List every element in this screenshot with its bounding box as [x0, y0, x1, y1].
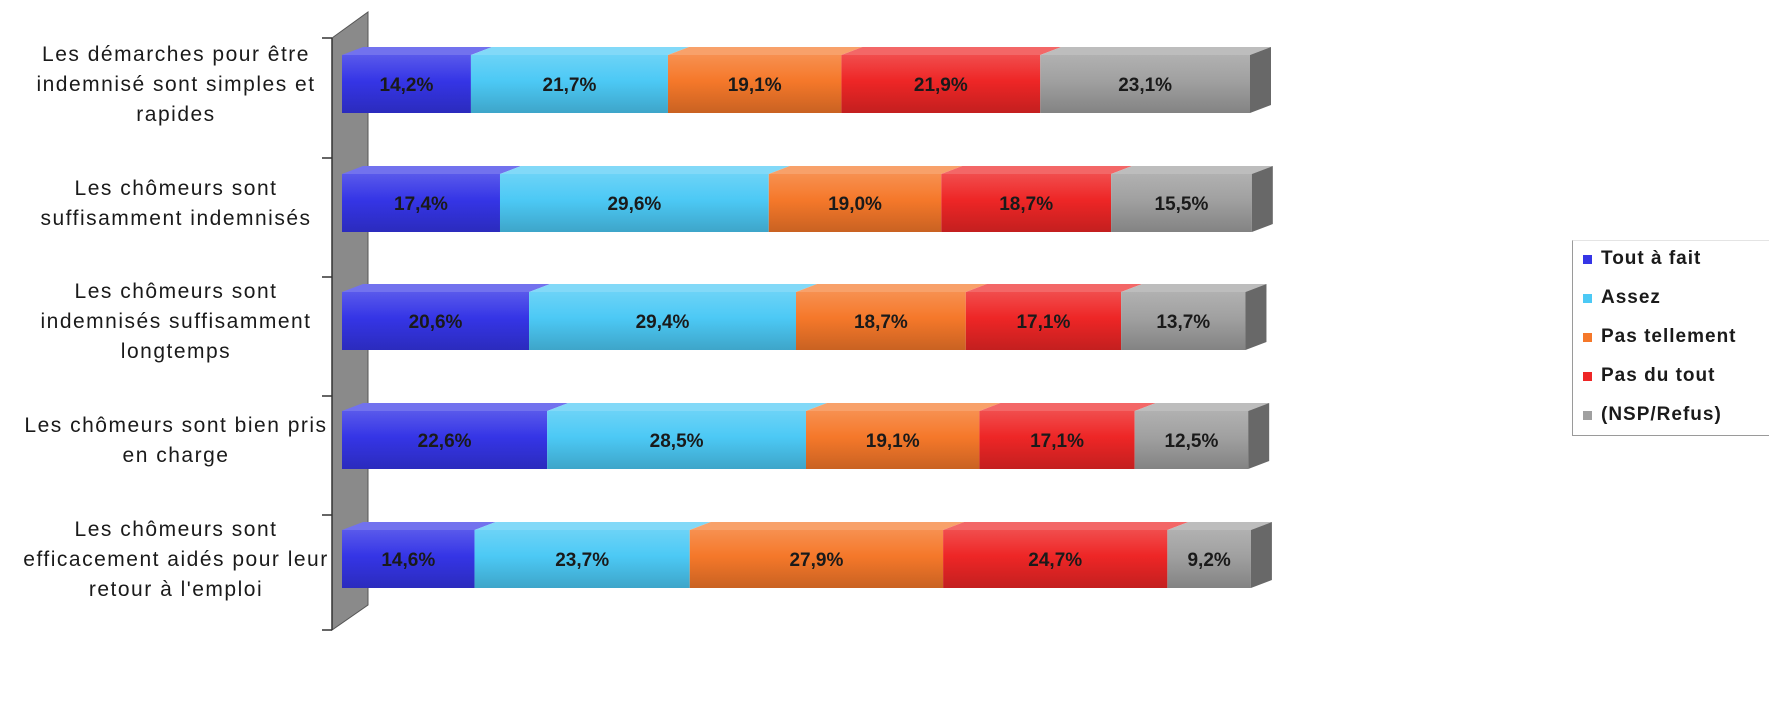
legend-label: Pas tellement [1601, 326, 1737, 347]
data-label: 27,9% [789, 550, 843, 571]
data-label: 20,6% [409, 312, 463, 333]
legend-swatch-icon [1583, 332, 1592, 342]
bar-segment-tout-a-fait: 14,6% [342, 522, 496, 588]
data-label: 23,7% [555, 550, 609, 571]
data-label: 17,1% [1016, 312, 1070, 333]
data-label: 21,9% [914, 75, 968, 96]
bar-segment-assez: 29,6% [499, 166, 790, 232]
data-label: 12,5% [1164, 431, 1218, 452]
bar-segment-nsp-refus: 15,5% [1111, 166, 1273, 232]
legend-item-nsp-refus: (NSP/Refus) [1583, 402, 1722, 428]
legend-item-tout-a-fait: Tout à fait [1583, 246, 1701, 272]
data-label: 29,6% [607, 194, 661, 215]
data-label: 19,0% [828, 194, 882, 215]
bar-segment-pas-tellement: 27,9% [689, 522, 965, 588]
legend-label: Tout à fait [1601, 248, 1702, 269]
category-label: Les démarches pour être indemnisé sont si… [36, 43, 315, 126]
data-label: 18,7% [854, 312, 908, 333]
category-label: Les chômeurs sont efficacement aidés pour… [23, 518, 328, 601]
bar-segment-tout-a-fait: 20,6% [342, 284, 551, 350]
data-label: 9,2% [1187, 550, 1230, 571]
bar-row-3: 20,6% 29,4% 18,7% 17,1% 13,7% [342, 284, 1267, 350]
bar-segment-pas-du-tout: 17,1% [965, 284, 1143, 350]
bar-segment-nsp-refus: 9,2% [1167, 522, 1272, 588]
bar-segment-nsp-refus: 13,7% [1121, 284, 1267, 350]
category-labels: Les démarches pour être indemnisé sont si… [23, 43, 328, 601]
bar-segment-tout-a-fait: 17,4% [342, 166, 521, 232]
data-label: 19,1% [728, 75, 782, 96]
data-label: 22,6% [418, 431, 472, 452]
category-label: Les chômeurs sont suffisamment indemnisés [40, 177, 311, 230]
legend-label: Pas du tout [1601, 365, 1716, 386]
data-label: 17,4% [394, 194, 448, 215]
data-label: 14,2% [380, 75, 434, 96]
data-label: 29,4% [636, 312, 690, 333]
legend-label: Assez [1601, 287, 1661, 308]
legend: Tout à fait Assez Pas tellement Pas du t… [1572, 240, 1769, 436]
bar-row-2: 17,4% 29,6% 19,0% 18,7% 15,5% [342, 166, 1273, 232]
bar-segment-pas-du-tout: 18,7% [941, 166, 1133, 232]
data-label: 28,5% [650, 431, 704, 452]
data-label: 19,1% [866, 431, 920, 452]
legend-swatch-icon [1583, 254, 1592, 264]
data-label: 13,7% [1156, 312, 1210, 333]
bars: 14,2% 21,7% 19,1% 21,9% 23,1% 17,4% 29,6% 19,0%… [342, 47, 1273, 588]
bar-segment-pas-tellement: 19,0% [768, 166, 963, 232]
bar-segment-tout-a-fait: 22,6% [342, 403, 569, 469]
data-label: 15,5% [1155, 194, 1209, 215]
bar-segment-nsp-refus: 23,1% [1040, 47, 1271, 113]
data-label: 17,1% [1030, 431, 1084, 452]
bar-segment-pas-du-tout: 17,1% [979, 403, 1156, 469]
bar-segment-nsp-refus: 12,5% [1134, 403, 1270, 469]
bar-segment-pas-tellement: 19,1% [667, 47, 863, 113]
data-label: 14,6% [381, 550, 435, 571]
bar-segment-tout-a-fait: 14,2% [342, 47, 492, 113]
bar-segment-pas-du-tout: 24,7% [943, 522, 1189, 588]
legend-item-pas-tellement: Pas tellement [1583, 324, 1737, 350]
data-label: 21,7% [543, 75, 597, 96]
bar-segment-pas-du-tout: 21,9% [841, 47, 1062, 113]
bar-segment-assez: 23,7% [474, 522, 711, 588]
data-label: 18,7% [999, 194, 1053, 215]
bar-segment-assez: 28,5% [547, 403, 827, 469]
data-label: 23,1% [1118, 75, 1172, 96]
bar-segment-assez: 21,7% [470, 47, 689, 113]
legend-label: (NSP/Refus) [1601, 404, 1722, 425]
data-label: 24,7% [1028, 550, 1082, 571]
bar-row-1: 14,2% 21,7% 19,1% 21,9% 23,1% [342, 47, 1271, 113]
legend-item-pas-du-tout: Pas du tout [1583, 363, 1715, 389]
legend-swatch-icon [1583, 410, 1592, 420]
category-label: Les chômeurs sont indemnisés suffisamment… [40, 280, 311, 363]
bar-segment-pas-tellement: 19,1% [805, 403, 1001, 469]
bar-segment-pas-tellement: 18,7% [796, 284, 987, 350]
legend-swatch-icon [1583, 293, 1592, 303]
category-label: Les chômeurs sont bien pris en charge [24, 414, 327, 467]
legend-swatch-icon [1583, 371, 1592, 381]
bar-row-5: 14,6% 23,7% 27,9% 24,7% 9,2% [342, 522, 1272, 588]
legend-item-assez: Assez [1583, 285, 1661, 311]
bar-segment-assez: 29,4% [529, 284, 817, 350]
bar-row-4: 22,6% 28,5% 19,1% 17,1% 12,5% [342, 403, 1270, 469]
